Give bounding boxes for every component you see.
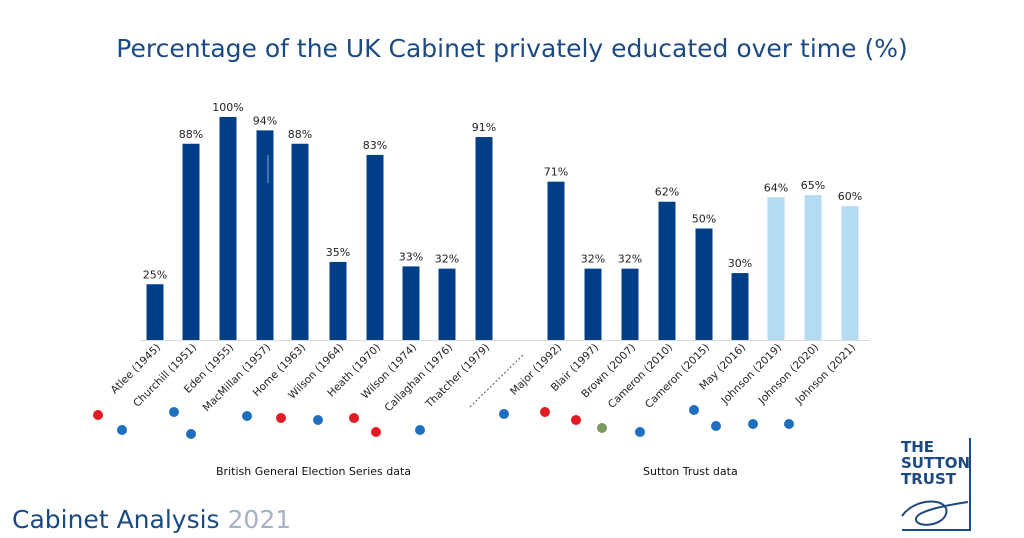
logo-line-2: SUTTON	[901, 454, 971, 472]
footer-title: Cabinet Analysis 2021	[12, 505, 291, 534]
party-dot	[571, 415, 581, 425]
bar	[256, 130, 274, 340]
party-dot	[540, 407, 550, 417]
data-label: 94%	[253, 114, 277, 127]
data-label: 65%	[801, 179, 825, 192]
bar	[291, 143, 309, 340]
bar	[767, 197, 785, 340]
party-dot	[415, 425, 425, 435]
party-dot	[186, 429, 196, 439]
category-tick-label: Cameron (2015)	[643, 342, 712, 411]
logo-line-3: TRUST	[901, 470, 956, 488]
logo-line-1: THE	[901, 438, 935, 456]
party-dot	[242, 411, 252, 421]
category-tick-label: Cameron (2010)	[606, 342, 675, 411]
sutton-trust-source-label: Sutton Trust data	[643, 465, 738, 478]
era-separator-dashed-line	[469, 353, 525, 408]
party-dot	[635, 427, 645, 437]
data-label: 60%	[838, 190, 862, 203]
party-dot	[748, 419, 758, 429]
data-label: 50%	[692, 213, 716, 226]
bar	[841, 206, 859, 340]
category-tick-label: Churchill (1951)	[131, 342, 199, 410]
footer-year: 2021	[227, 505, 292, 534]
data-label: 88%	[288, 128, 312, 141]
bar	[182, 143, 200, 340]
bar	[219, 117, 237, 340]
party-dot	[313, 415, 323, 425]
data-label: 33%	[399, 250, 423, 263]
data-label: 64%	[764, 181, 788, 194]
bar	[366, 154, 384, 340]
bar	[695, 228, 713, 340]
data-label: 62%	[655, 186, 679, 199]
data-label: 25%	[143, 268, 167, 281]
footer-name: Cabinet Analysis	[12, 505, 220, 534]
data-label: 100%	[212, 101, 243, 114]
bar	[402, 266, 420, 340]
bar	[547, 181, 565, 340]
bar	[731, 273, 749, 340]
bar	[621, 268, 639, 340]
data-label: 88%	[179, 128, 203, 141]
bar	[584, 268, 602, 340]
category-tick-label: Callaghan (1976)	[382, 342, 455, 415]
data-label: 91%	[472, 121, 496, 134]
party-dot	[689, 405, 699, 415]
bar	[475, 137, 493, 340]
data-label: 71%	[544, 166, 568, 179]
logo-frame-icon	[901, 438, 971, 531]
party-dot	[276, 413, 286, 423]
party-dot	[597, 423, 607, 433]
party-dot	[499, 409, 509, 419]
party-dot	[784, 419, 794, 429]
party-dot	[169, 407, 179, 417]
party-dot	[371, 427, 381, 437]
party-dot	[93, 410, 103, 420]
bar	[329, 261, 347, 340]
party-dot	[711, 421, 721, 431]
bar	[804, 195, 822, 340]
party-dot	[349, 413, 359, 423]
data-label: 30%	[728, 257, 752, 270]
data-label: 32%	[618, 253, 642, 266]
bar	[146, 284, 164, 340]
bar	[438, 268, 456, 340]
bar	[658, 201, 676, 340]
data-label: 32%	[581, 253, 605, 266]
data-label: 35%	[326, 246, 350, 259]
data-label: 83%	[363, 139, 387, 152]
bges-source-label: British General Election Series data	[216, 465, 412, 478]
category-tick-label: Thatcher (1979)	[423, 342, 492, 411]
chart-title: Percentage of the UK Cabinet privately e…	[116, 34, 908, 63]
data-label: 32%	[435, 253, 459, 266]
sutton-trust-logo: THE SUTTON TRUST	[896, 436, 976, 532]
party-dot	[117, 425, 127, 435]
